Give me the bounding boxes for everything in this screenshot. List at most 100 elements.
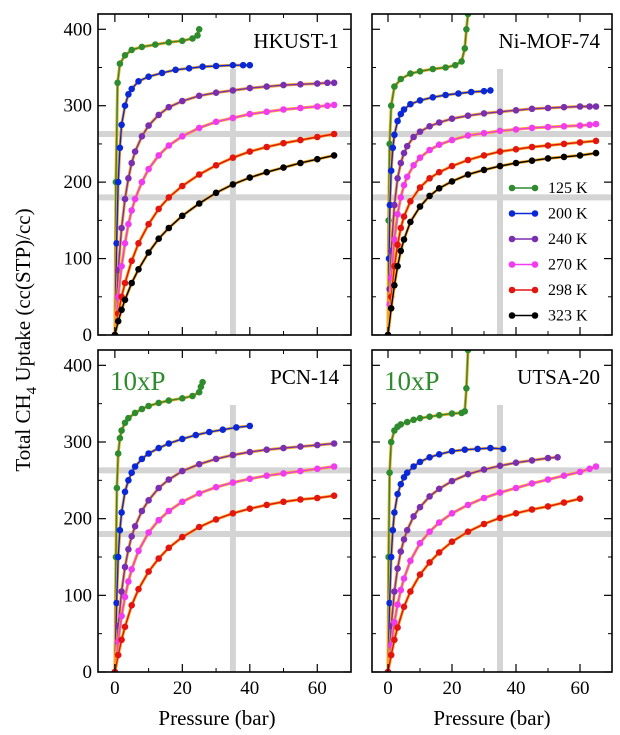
- legend-marker: [531, 286, 539, 294]
- data-point: [403, 526, 411, 534]
- data-point: [145, 249, 152, 256]
- data-point: [229, 154, 237, 161]
- y-tick-label: 100: [64, 585, 93, 606]
- data-point: [464, 112, 472, 119]
- data-point: [330, 440, 338, 447]
- data-point: [512, 126, 520, 133]
- series-line-200k: [387, 447, 504, 672]
- data-point: [397, 75, 405, 83]
- data-point: [280, 470, 287, 477]
- data-point: [410, 513, 417, 520]
- data-point: [246, 110, 254, 118]
- data-point: [145, 73, 152, 80]
- data-point: [512, 146, 520, 153]
- x-tick-label: 60: [308, 678, 327, 699]
- data-point: [145, 122, 152, 129]
- data-point: [397, 586, 405, 594]
- data-point: [212, 189, 220, 197]
- data-point: [145, 529, 152, 536]
- data-point: [263, 143, 271, 151]
- data-point: [131, 463, 139, 470]
- data-point: [212, 483, 220, 491]
- series-line-323k: [114, 154, 335, 335]
- data-point: [586, 103, 593, 110]
- data-point: [461, 408, 469, 415]
- data-point: [131, 195, 139, 203]
- data-point: [199, 63, 206, 70]
- data-point: [400, 149, 408, 157]
- plot-area: [111, 378, 338, 672]
- data-point: [480, 520, 488, 528]
- data-point: [416, 154, 424, 161]
- data-point: [394, 117, 401, 125]
- data-point: [426, 413, 433, 421]
- data-point: [560, 140, 568, 148]
- data-point: [389, 144, 397, 152]
- data-point: [114, 450, 122, 457]
- data-point: [391, 131, 398, 139]
- data-point: [410, 463, 417, 470]
- data-point: [407, 100, 414, 108]
- data-point: [199, 378, 206, 386]
- data-point: [229, 451, 237, 459]
- data-point: [391, 509, 398, 516]
- data-point: [391, 588, 398, 595]
- data-point: [195, 200, 203, 207]
- legend-label: 125 K: [548, 180, 588, 197]
- legend-label: 240 K: [548, 231, 588, 248]
- y-axis-title: Total CH4 Uptake (cc(STP)/cc): [11, 208, 40, 471]
- data-point: [400, 474, 408, 481]
- plot-frame: [97, 13, 352, 336]
- data-point: [239, 61, 247, 69]
- x-tick-label: 60: [571, 678, 590, 699]
- data-point: [121, 623, 129, 631]
- data-point: [463, 385, 470, 392]
- data-point: [116, 526, 124, 534]
- data-point: [113, 599, 120, 607]
- data-point: [394, 565, 401, 572]
- data-point: [386, 469, 393, 477]
- data-point: [155, 111, 162, 119]
- data-point: [464, 470, 472, 478]
- data-point: [403, 173, 411, 181]
- data-point: [128, 207, 135, 214]
- legend-label: 298 K: [548, 282, 588, 299]
- data-point: [480, 129, 488, 137]
- data-point: [576, 152, 584, 159]
- data-point: [400, 181, 408, 189]
- fit-line-298k: [113, 494, 335, 672]
- data-point: [544, 123, 552, 131]
- x-tick-label: 20: [443, 678, 462, 699]
- data-point: [118, 306, 125, 314]
- data-point: [165, 476, 173, 483]
- data-point: [528, 105, 536, 113]
- data-point: [185, 65, 193, 72]
- data-point: [246, 174, 254, 181]
- data-point: [121, 296, 129, 304]
- data-point: [116, 60, 124, 67]
- data-point: [128, 533, 135, 540]
- data-point: [128, 46, 135, 54]
- data-point: [212, 455, 220, 463]
- data-point: [410, 162, 417, 169]
- series-line-240k: [114, 442, 335, 672]
- y-tick-label: 0: [83, 325, 93, 346]
- data-point: [397, 548, 405, 555]
- data-point: [463, 26, 470, 33]
- series-line-200k: [114, 425, 250, 672]
- legend-marker: [508, 210, 516, 217]
- data-point: [212, 118, 220, 126]
- data-point: [461, 446, 469, 454]
- data-point: [155, 444, 162, 452]
- data-point: [246, 448, 254, 456]
- data-point: [128, 279, 135, 287]
- data-point: [528, 124, 536, 132]
- data-point: [394, 175, 401, 182]
- data-point: [138, 43, 146, 51]
- data-point: [480, 466, 488, 473]
- plot-area: [111, 26, 338, 335]
- y-tick-label: 200: [64, 172, 93, 193]
- data-point: [165, 224, 173, 232]
- data-point: [400, 106, 408, 113]
- data-point: [426, 493, 433, 500]
